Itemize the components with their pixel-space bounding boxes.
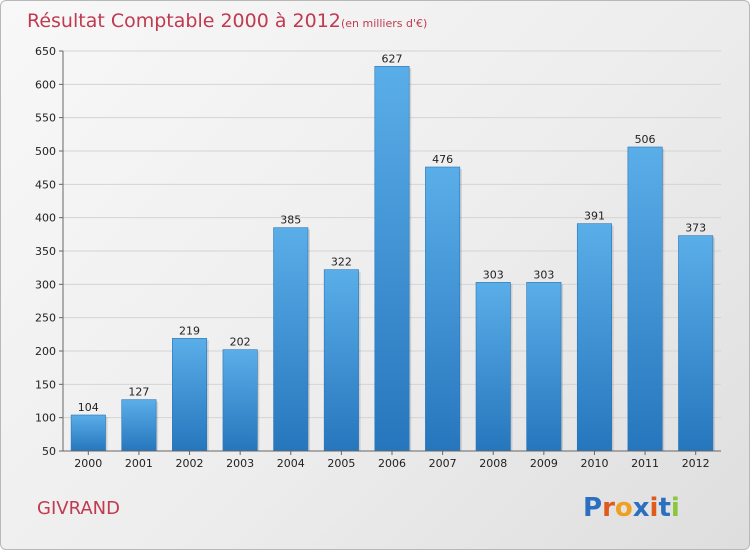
x-tick-label: 2000 [74, 457, 102, 470]
data-label: 385 [280, 214, 301, 227]
bar [475, 282, 511, 452]
x-tick-label: 2007 [429, 457, 457, 470]
bar [526, 282, 562, 452]
y-tick-label: 300 [35, 278, 56, 291]
x-tick-label: 2009 [530, 457, 558, 470]
bar [323, 269, 359, 452]
logo-letter: o [615, 493, 633, 523]
y-tick-label: 550 [35, 112, 56, 125]
proxiti-logo: Proxiti [583, 493, 680, 523]
bar [70, 414, 106, 452]
data-label: 202 [230, 336, 251, 349]
x-tick-label: 2006 [378, 457, 406, 470]
data-label: 506 [635, 133, 656, 146]
y-tick-label: 200 [35, 345, 56, 358]
bar [273, 227, 309, 452]
x-tick-label: 2003 [226, 457, 254, 470]
y-tick-label: 450 [35, 178, 56, 191]
y-tick-label: 350 [35, 245, 56, 258]
data-label: 627 [382, 52, 403, 65]
data-label: 303 [533, 268, 554, 281]
x-tick-label: 2004 [277, 457, 305, 470]
x-tick-label: 2002 [176, 457, 204, 470]
data-label: 219 [179, 324, 200, 337]
x-tick-label: 2005 [327, 457, 355, 470]
x-tick-label: 2010 [580, 457, 608, 470]
y-tick-label: 250 [35, 312, 56, 325]
data-label: 476 [432, 153, 453, 166]
bar [678, 235, 714, 452]
data-label: 322 [331, 256, 352, 269]
bar [425, 166, 461, 452]
logo-letter: x [633, 493, 650, 523]
bar [627, 146, 663, 452]
axes: 50 100 150 200 250 300 350 400 450 500 550 600 650 20… [35, 45, 721, 470]
bar [374, 66, 410, 452]
x-tick-label: 2011 [631, 457, 659, 470]
y-tick-label: 100 [35, 412, 56, 425]
data-label: 127 [128, 386, 149, 399]
data-label: 104 [78, 401, 99, 414]
y-tick-label: 650 [35, 45, 56, 58]
bar [576, 223, 612, 452]
bar [222, 349, 258, 452]
y-tick-label: 600 [35, 78, 56, 91]
y-tick-label: 400 [35, 212, 56, 225]
x-tick-label: 2008 [479, 457, 507, 470]
x-tick-label: 2012 [682, 457, 710, 470]
bar [172, 338, 208, 452]
commune-name: GIVRAND [37, 498, 120, 519]
data-label: 373 [685, 222, 706, 235]
x-tick-label: 2001 [125, 457, 153, 470]
data-label: 391 [584, 210, 605, 223]
logo-letter: i [650, 493, 659, 523]
bars: 104 127 219 202 385 322 627 476 303 303 391 506 373 [70, 52, 715, 452]
y-tick-label: 50 [42, 445, 56, 458]
logo-letter: t [658, 493, 670, 523]
logo-letter: P [583, 493, 602, 523]
y-tick-label: 500 [35, 145, 56, 158]
logo-letter: r [602, 493, 615, 523]
logo-letter: i [671, 493, 680, 523]
y-tick-label: 150 [35, 378, 56, 391]
data-label: 303 [483, 268, 504, 281]
chart-subtitle: (en milliers d'€) [341, 17, 427, 30]
chart-title: Résultat Comptable 2000 à 2012 [27, 10, 341, 32]
bar [121, 399, 157, 452]
